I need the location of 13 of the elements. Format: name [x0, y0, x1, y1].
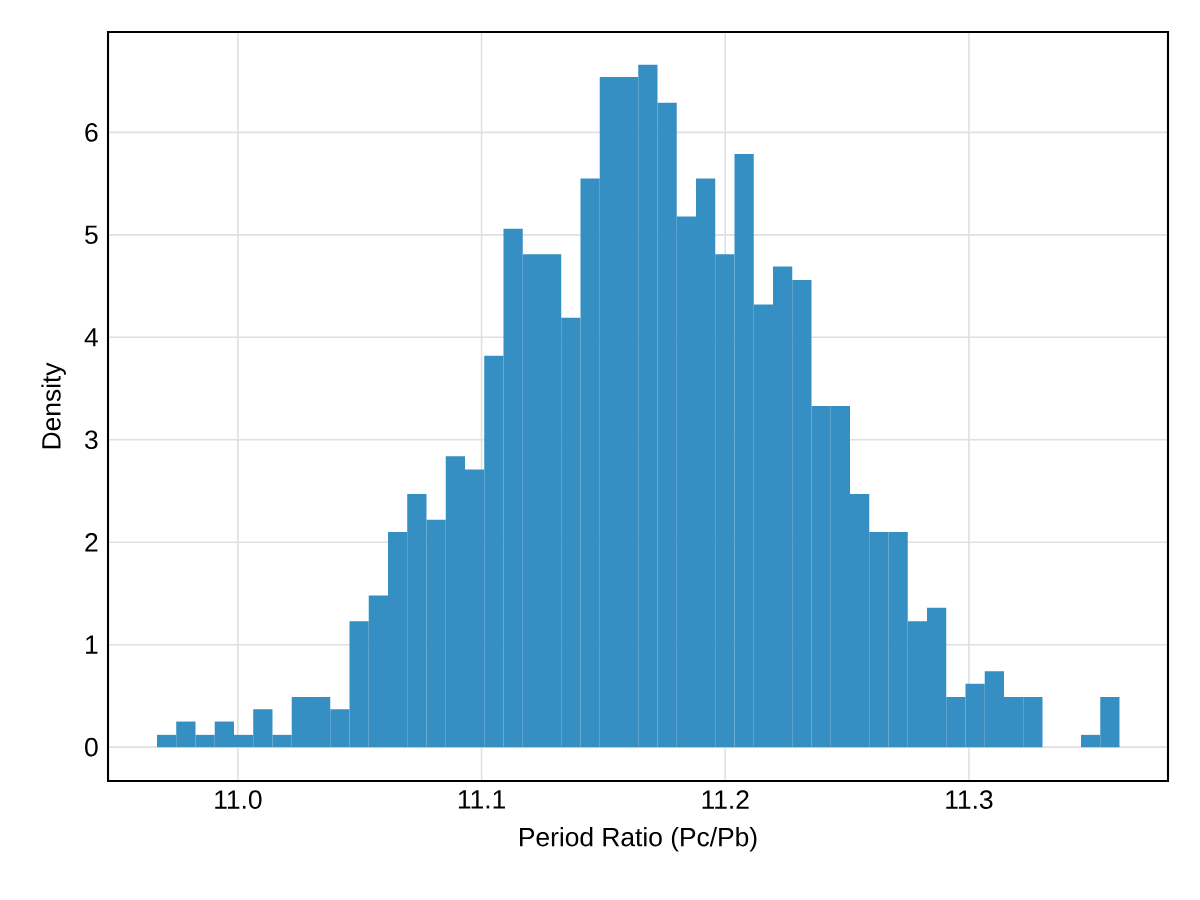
x-axis-title: Period Ratio (Pc/Pb)	[520, 827, 757, 852]
x-tick-label: 11.0	[215, 790, 262, 809]
y-tick-label: 2	[85, 533, 98, 552]
x-tick-label: 11.2	[702, 790, 749, 809]
y-tick-label: 0	[85, 737, 98, 757]
x-tick-label: 11.1	[458, 790, 505, 809]
y-tick-label: 6	[85, 123, 98, 142]
y-tick-label: 5	[85, 225, 98, 245]
y-axis-title: Density	[41, 362, 66, 449]
x-tick-label: 11.3	[946, 790, 993, 809]
y-tick-label: 3	[85, 430, 98, 450]
y-tick-label: 1	[86, 635, 98, 654]
y-tick-label: 4	[84, 328, 98, 347]
